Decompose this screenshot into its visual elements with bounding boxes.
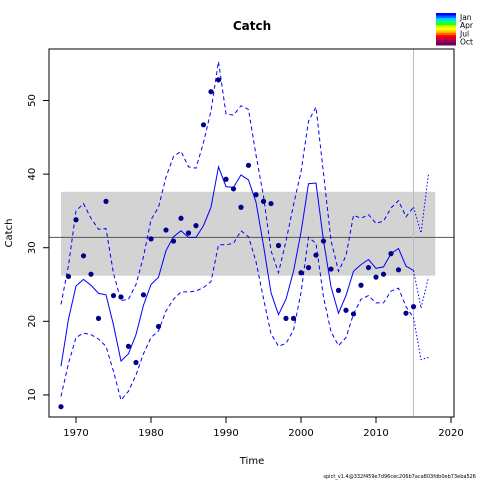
observed-point: [298, 270, 304, 276]
legend-color-swatch: [436, 20, 456, 24]
observed-point: [320, 238, 327, 244]
observed-point: [223, 176, 229, 182]
observed-point: [395, 267, 402, 273]
observed-point: [178, 215, 184, 221]
plot-area: [48, 48, 455, 418]
legend-color-swatch: [436, 37, 456, 41]
fitted-lower-line: [60, 230, 414, 402]
legend-color-swatch: [436, 27, 456, 31]
observed-point: [238, 204, 244, 210]
observed-point: [328, 266, 334, 272]
observed-point: [118, 294, 124, 300]
legend-color-swatch: [436, 32, 456, 36]
observed-point: [313, 252, 319, 258]
legend-color-swatch: [436, 42, 456, 46]
observed-point: [388, 251, 394, 257]
x-tick-label: 1980: [138, 428, 163, 439]
x-tick-label: 2000: [288, 428, 313, 439]
observed-point: [88, 271, 94, 277]
observed-point: [358, 282, 364, 288]
plot-frame: [48, 48, 455, 418]
legend-label: Oct: [460, 38, 473, 47]
observed-point: [185, 230, 192, 236]
observed-point: [155, 323, 162, 330]
observed-point: [110, 292, 117, 299]
observed-point: [343, 307, 349, 313]
legend-color-swatch: [436, 30, 456, 34]
reference-band: [61, 191, 436, 276]
observed-point: [163, 227, 169, 233]
legend-color-swatch: [436, 17, 456, 21]
observed-point: [253, 192, 259, 198]
observed-point: [305, 264, 312, 271]
observed-point: [140, 292, 147, 298]
x-tick-label: 1970: [63, 428, 88, 439]
observed-point: [65, 273, 72, 280]
y-tick-label: 10: [27, 389, 38, 402]
forecast-lower-line: [413, 317, 429, 361]
observed-point: [200, 122, 207, 128]
observed-point: [275, 242, 282, 249]
legend-label: Apr: [460, 21, 474, 30]
observed-points-layer: [58, 77, 417, 410]
observed-point: [193, 223, 199, 229]
legend-color-swatch: [436, 13, 456, 16]
observed-point: [80, 253, 87, 259]
forecast-line: [413, 270, 429, 309]
observed-point: [403, 310, 409, 316]
observed-point: [335, 287, 342, 294]
observed-point: [58, 404, 64, 410]
x-axis-label: Time: [239, 456, 264, 467]
y-axis: 10 20 30 40 50: [27, 94, 49, 401]
fitted-line: [60, 164, 414, 367]
observed-point: [283, 315, 289, 321]
chart-title: Catch: [233, 19, 271, 33]
observed-point: [95, 315, 102, 321]
observed-point: [103, 198, 109, 204]
reference-band-layer: [49, 49, 454, 417]
observed-point: [365, 264, 372, 271]
observed-point: [133, 359, 139, 366]
observed-point: [260, 198, 267, 204]
footer-version: spict_v1.4@332f459e7d96cec206b7aca803fdb…: [323, 474, 476, 480]
observed-point: [230, 186, 237, 192]
y-tick-label: 40: [27, 168, 38, 181]
legend-color-swatch: [436, 40, 456, 44]
observed-point: [73, 217, 79, 223]
observed-point: [290, 315, 297, 321]
legend-color-swatch: [436, 22, 456, 26]
x-tick-label: 1990: [213, 428, 238, 439]
legend-color-swatch: [436, 15, 456, 19]
observed-point: [148, 236, 154, 242]
legend-label: Jan: [459, 13, 472, 22]
observed-point: [380, 271, 387, 277]
y-tick-label: 50: [27, 94, 38, 107]
y-tick-label: 20: [27, 315, 38, 328]
y-axis-label: Catch: [4, 219, 15, 248]
observed-point: [373, 274, 379, 280]
observed-point: [410, 304, 417, 310]
x-tick-label: 2020: [438, 428, 463, 439]
observed-point: [170, 238, 177, 244]
observed-point: [125, 343, 132, 349]
legend-label: Jul: [459, 29, 469, 38]
x-axis: 1970 1980 1990 2000 2010 2020: [63, 417, 464, 439]
observed-point: [350, 311, 357, 317]
y-tick-label: 30: [27, 241, 38, 254]
observed-point: [245, 162, 252, 168]
observed-point: [268, 200, 274, 207]
observed-point: [208, 89, 214, 95]
x-tick-label: 2010: [363, 428, 388, 439]
legend-color-swatch: [436, 35, 456, 39]
legend-color-swatch: [436, 25, 456, 29]
observed-point: [215, 77, 222, 83]
